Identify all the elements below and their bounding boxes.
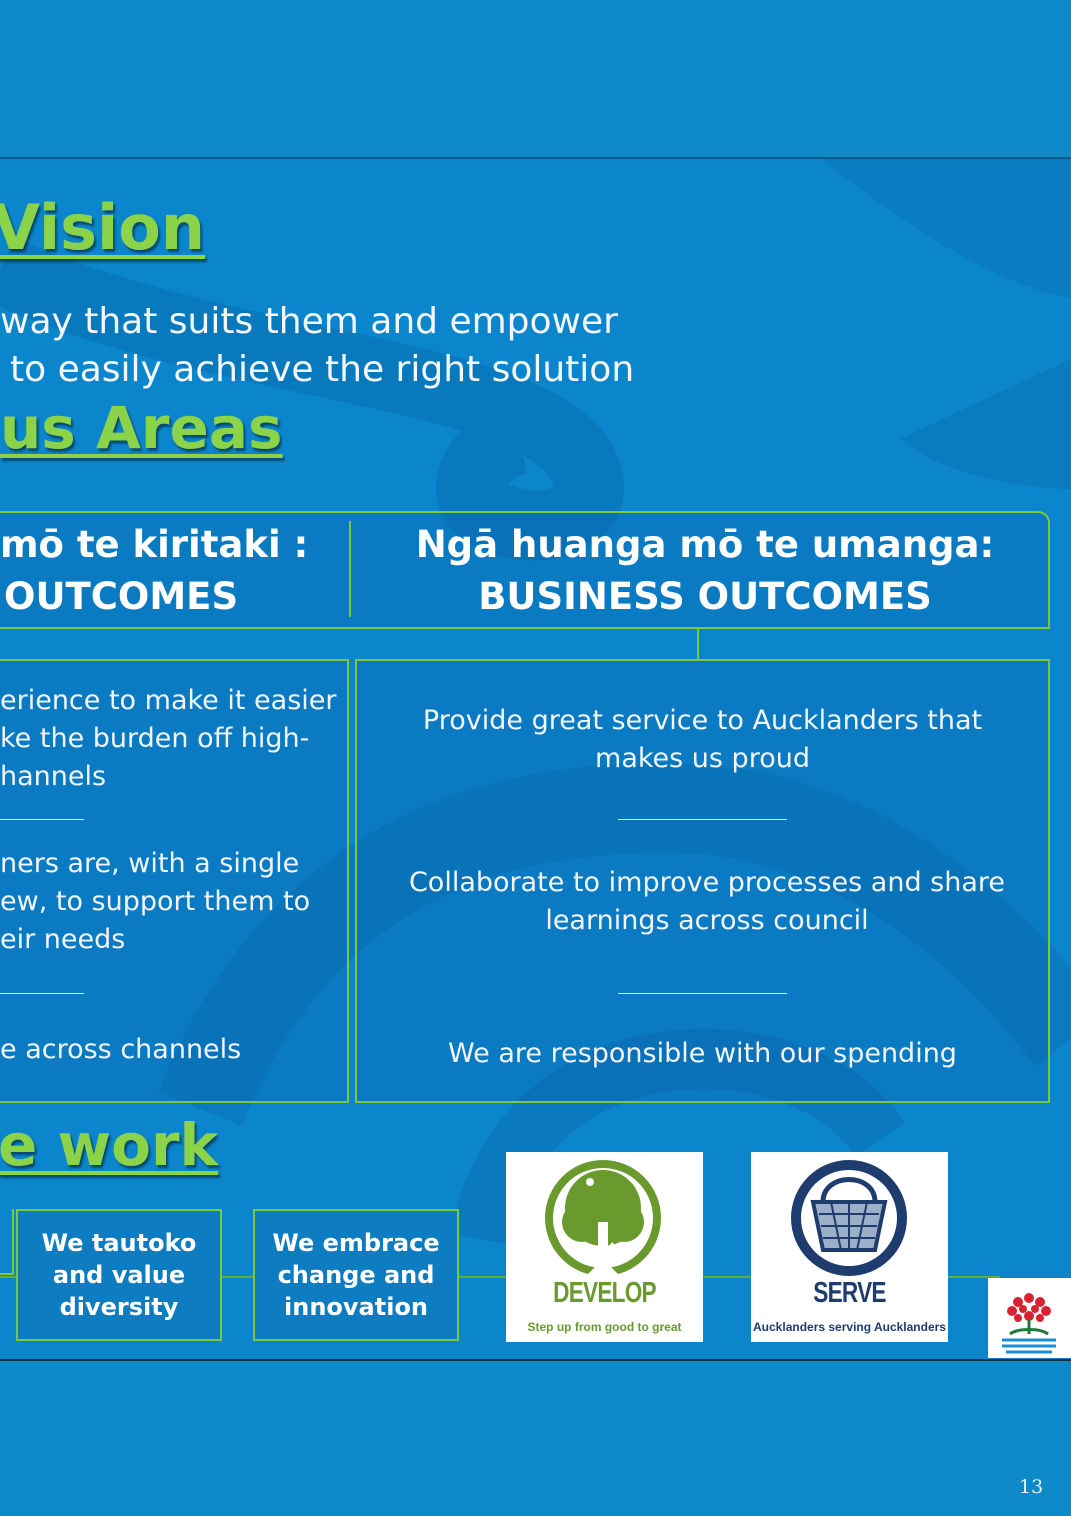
develop-word: DEVELOP — [553, 1277, 656, 1309]
business-outcome-1-line-1: Provide great service to Aucklanders tha… — [422, 705, 983, 736]
serve-tagline: Aucklanders serving Aucklanders — [753, 1320, 946, 1334]
values-connector — [0, 1276, 1000, 1278]
customer-separator-2 — [0, 993, 84, 994]
business-header-line-2: BUSINESS OUTCOMES — [478, 575, 932, 618]
business-outcomes-header: Ngā huanga mō te umanga: BUSINESS OUTCOM… — [360, 519, 1050, 623]
slide: Vision way that suits them and empower t… — [0, 157, 1071, 1361]
value-2-line-2: change and — [277, 1261, 435, 1289]
value-1-line-3: diversity — [59, 1293, 179, 1321]
value-box-partial — [0, 1209, 14, 1275]
value-2-line-3: innovation — [284, 1293, 428, 1321]
serve-logo: SERVE Aucklanders serving Aucklanders — [751, 1152, 948, 1342]
customer-outcome-3-line-1: e across channels — [0, 1034, 242, 1065]
vision-line-2: to easily achieve the right solution — [10, 349, 635, 390]
value-box-diversity: We tautoko and value diversity — [16, 1209, 222, 1341]
business-outcome-1-line-2: makes us proud — [595, 743, 810, 774]
customer-outcome-1: erience to make it easier ke the burden … — [0, 682, 337, 796]
develop-logo: DEVELOP Step up from good to great — [506, 1152, 703, 1342]
business-outcome-2: Collaborate to improve processes and sha… — [357, 864, 1057, 940]
business-outcome-2-line-1: Collaborate to improve processes and sha… — [408, 867, 1006, 898]
serve-word: SERVE — [813, 1277, 886, 1309]
page-number: 13 — [1019, 1476, 1044, 1498]
customer-outcomes-box — [0, 659, 349, 1103]
outcomes-header-box — [0, 511, 1050, 629]
customer-separator-1 — [0, 819, 84, 820]
business-separator-1 — [618, 819, 787, 820]
value-1-line-1: We tautoko — [41, 1229, 197, 1257]
business-separator-2 — [618, 993, 787, 994]
business-outcome-3: We are responsible with our spending — [357, 1035, 1048, 1073]
customer-outcome-3: e across channels — [0, 1031, 241, 1069]
connector-line — [697, 629, 699, 659]
business-outcome-2-line-2: learnings across council — [545, 905, 869, 936]
business-outcomes-box — [355, 659, 1050, 1103]
auckland-council-logo — [988, 1278, 1071, 1358]
customer-outcome-2: ners are, with a single ew, to support t… — [0, 845, 310, 959]
vision-heading: Vision — [0, 191, 206, 264]
customer-outcome-2-line-1: ners are, with a single — [0, 848, 300, 879]
customer-outcomes-header: mō te kiritaki : OUTCOMES — [0, 519, 308, 623]
vision-statement: way that suits them and empower to easil… — [0, 298, 700, 394]
vision-line-1: way that suits them and empower — [0, 301, 618, 342]
develop-tagline: Step up from good to great — [527, 1320, 682, 1334]
focus-areas-heading: us Areas — [0, 394, 283, 462]
customer-outcome-1-line-3: hannels — [0, 761, 107, 792]
customer-outcome-2-line-3: eir needs — [0, 924, 126, 955]
business-outcome-3-line-1: We are responsible with our spending — [448, 1038, 957, 1069]
customer-outcome-2-line-2: ew, to support them to — [0, 886, 311, 917]
tree-icon — [545, 1160, 661, 1276]
kete-basket-icon — [791, 1160, 907, 1276]
header-divider — [349, 521, 351, 617]
customer-header-line-1: mō te kiritaki : — [0, 523, 309, 566]
value-2-line-1: We embrace — [272, 1229, 440, 1257]
customer-outcome-1-line-2: ke the burden off high- — [0, 723, 310, 754]
value-box-innovation: We embrace change and innovation — [253, 1209, 459, 1341]
customer-outcome-1-line-1: erience to make it easier — [0, 685, 337, 716]
business-header-line-1: Ngā huanga mō te umanga: — [415, 523, 995, 566]
pohutukawa-icon — [1002, 1293, 1056, 1354]
customer-header-line-2: OUTCOMES — [4, 575, 239, 618]
how-we-work-heading: e work — [0, 1111, 219, 1179]
value-1-line-2: and value — [52, 1261, 186, 1289]
business-outcome-1: Provide great service to Aucklanders tha… — [357, 702, 1048, 778]
